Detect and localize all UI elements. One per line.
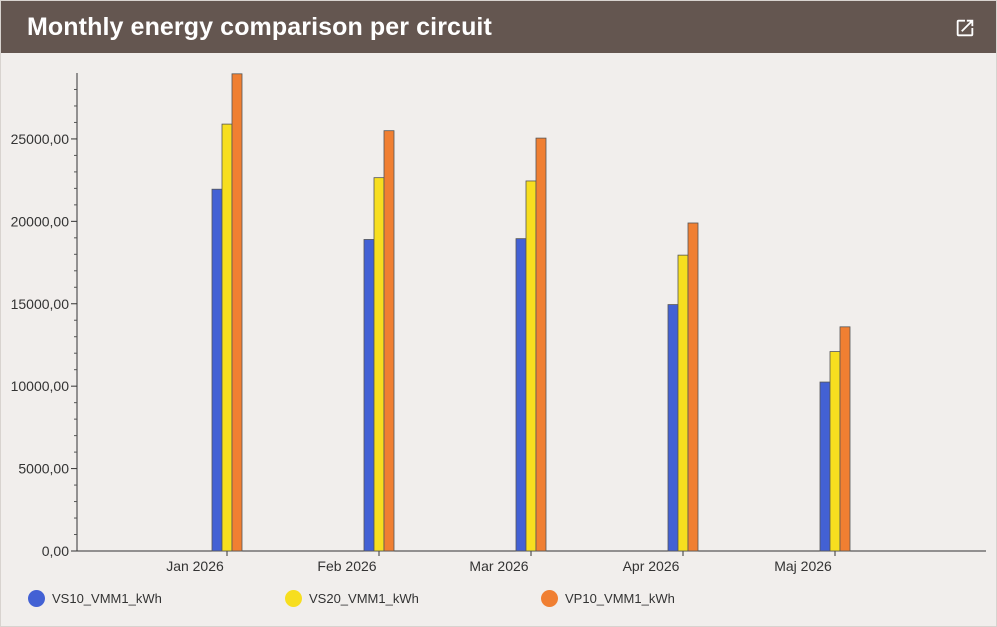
legend-label: VS10_VMM1_kWh	[52, 591, 162, 606]
chart-legend: VS10_VMM1_kWh VS20_VMM1_kWh VP10_VMM1_kWh	[1, 586, 996, 616]
bar-vs20-vmm1-kwh	[677, 254, 689, 552]
x-tick-label: Apr 2026	[623, 558, 680, 574]
bar-vp10-vmm1-kwh	[687, 222, 699, 552]
bar-vs10-vmm1-kwh	[515, 238, 527, 552]
y-tick-label: 10000,00	[11, 378, 70, 394]
x-tick-label: Maj 2026	[774, 558, 832, 574]
bar-vs10-vmm1-kwh	[211, 188, 223, 552]
bar-vp10-vmm1-kwh	[231, 73, 243, 552]
y-tick-label: 0,00	[42, 543, 69, 559]
legend-dot-icon	[285, 590, 302, 607]
y-tick-label: 15000,00	[11, 296, 70, 312]
bar-vs10-vmm1-kwh	[363, 239, 375, 552]
x-tick-label: Jan 2026	[166, 558, 224, 574]
bar-vp10-vmm1-kwh	[535, 137, 547, 552]
external-link-icon[interactable]	[954, 17, 976, 39]
bar-vs20-vmm1-kwh	[221, 123, 233, 552]
widget-title: Monthly energy comparison per circuit	[27, 13, 492, 41]
legend-item[interactable]: VP10_VMM1_kWh	[541, 590, 675, 607]
legend-item[interactable]: VS20_VMM1_kWh	[285, 590, 419, 607]
widget-header: Monthly energy comparison per circuit	[1, 1, 996, 53]
x-tick-label: Feb 2026	[317, 558, 376, 574]
legend-label: VS20_VMM1_kWh	[309, 591, 419, 606]
legend-label: VP10_VMM1_kWh	[565, 591, 675, 606]
bar-vs10-vmm1-kwh	[819, 381, 831, 552]
bar-vs20-vmm1-kwh	[373, 177, 385, 552]
bar-vp10-vmm1-kwh	[839, 326, 851, 552]
x-tick-label: Mar 2026	[469, 558, 528, 574]
legend-dot-icon	[541, 590, 558, 607]
legend-item[interactable]: VS10_VMM1_kWh	[28, 590, 162, 607]
bar-vs10-vmm1-kwh	[667, 304, 679, 552]
bar-vp10-vmm1-kwh	[383, 130, 395, 552]
bar-chart: 0,00 5000,00 10000,00 15000,00 20000,00 25000…	[11, 73, 986, 574]
y-tick-label: 25000,00	[11, 131, 70, 147]
bar-vs20-vmm1-kwh	[525, 180, 537, 552]
y-tick-label: 5000,00	[18, 461, 69, 477]
y-tick-label: 20000,00	[11, 213, 70, 229]
bar-vs20-vmm1-kwh	[829, 351, 841, 552]
legend-dot-icon	[28, 590, 45, 607]
